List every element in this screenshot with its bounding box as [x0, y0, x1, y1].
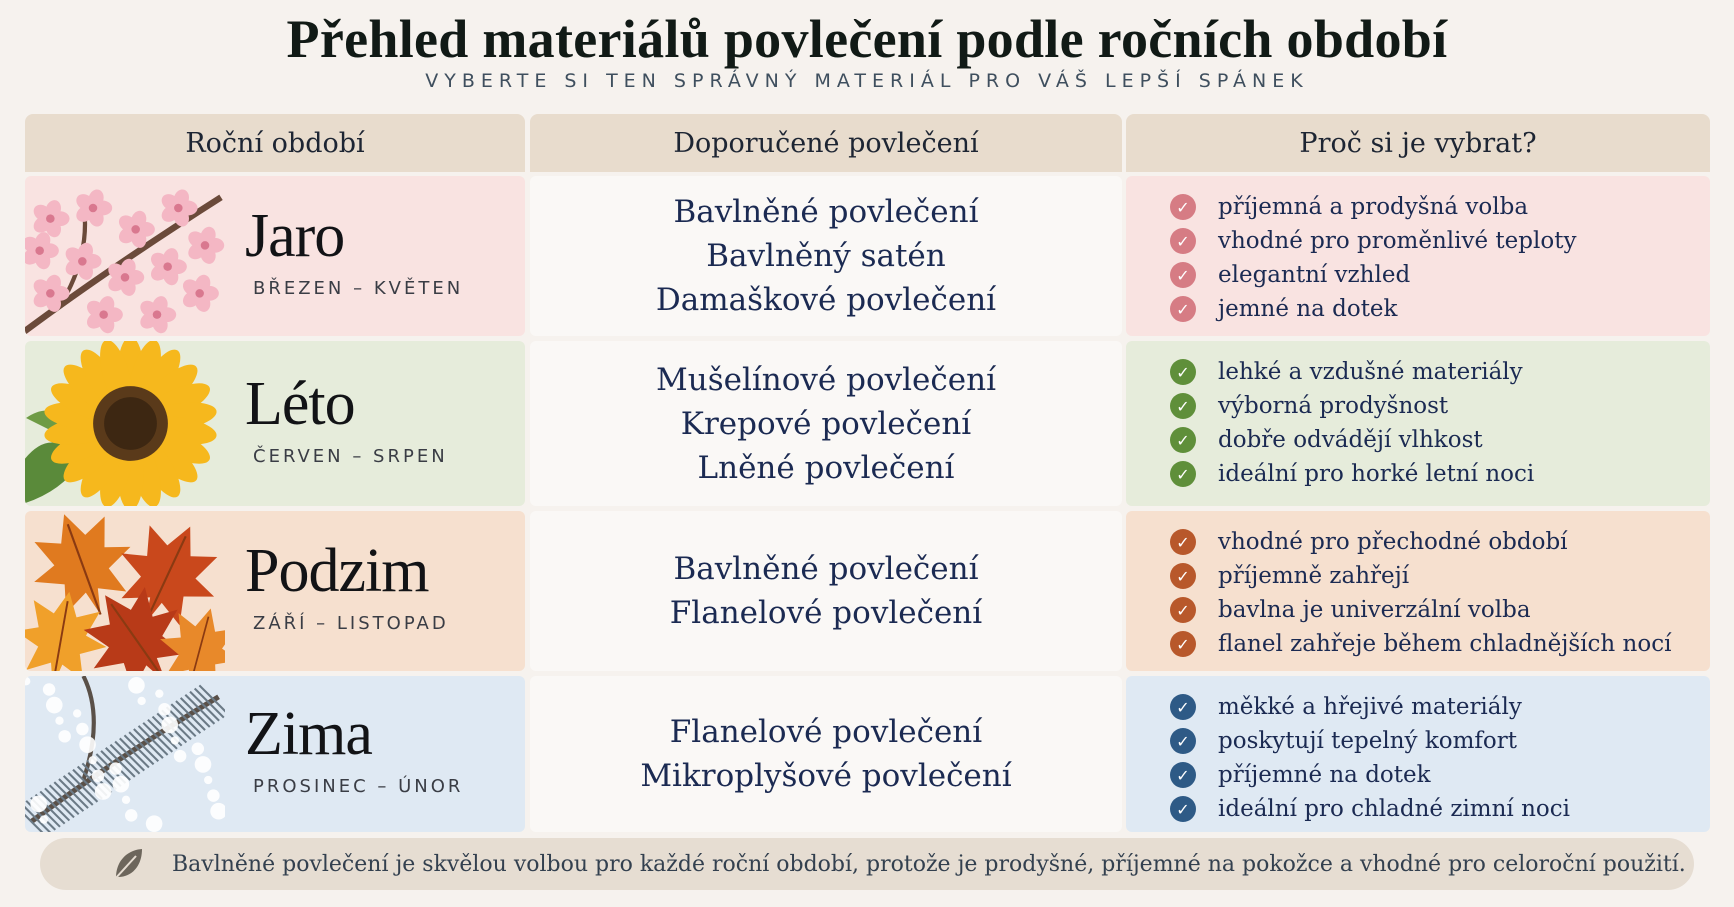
reason-text: příjemná a prodyšná volba	[1218, 194, 1529, 220]
reason-text: jemné na dotek	[1218, 296, 1398, 322]
reason-item: ✓ dobře odvádějí vlhkost	[1170, 423, 1710, 457]
check-icon: ✓	[1170, 461, 1196, 487]
check-icon: ✓	[1170, 359, 1196, 385]
materials-cell-0: Bavlněné povlečení Bavlněný satén Damaškov…	[530, 176, 1122, 336]
reason-text: příjemné na dotek	[1218, 762, 1431, 788]
reason-item: ✓ vhodné pro přechodné období	[1170, 525, 1710, 559]
check-icon: ✓	[1170, 694, 1196, 720]
reason-item: ✓ výborná prodyšnost	[1170, 389, 1710, 423]
season-months: ZÁŘÍ – LISTOPAD	[253, 613, 449, 634]
reason-item: ✓ příjemně zahřejí	[1170, 559, 1710, 593]
reason-text: příjemně zahřejí	[1218, 563, 1410, 589]
materials-cell-3: Flanelové povlečení Mikroplyšové povlečen…	[530, 676, 1122, 832]
material-item: Flanelové povlečení	[669, 714, 983, 750]
reasons-cell-1: ✓ lehké a vzdušné materiály ✓ výborná pro…	[1126, 341, 1710, 506]
material-item: Lněné povlečení	[697, 449, 955, 486]
reason-item: ✓ elegantní vzhled	[1170, 258, 1710, 292]
reason-item: ✓ ideální pro chladné zimní noci	[1170, 792, 1710, 826]
header-materials: Doporučené povlečení	[530, 114, 1122, 172]
materials-cell-1: Mušelínové povlečení Krepové povlečení Lně…	[530, 341, 1122, 506]
cherry-blossom-icon	[25, 189, 225, 336]
reason-text: vhodné pro přechodné období	[1218, 529, 1568, 555]
reason-item: ✓ měkké a hřejivé materiály	[1170, 690, 1710, 724]
check-icon: ✓	[1170, 228, 1196, 254]
season-cell-2: Podzim ZÁŘÍ – LISTOPAD	[25, 511, 525, 671]
material-item: Damaškové povlečení	[655, 282, 997, 318]
material-item: Bavlněné povlečení	[673, 194, 979, 230]
check-icon: ✓	[1170, 427, 1196, 453]
reason-text: elegantní vzhled	[1218, 262, 1411, 288]
check-icon: ✓	[1170, 393, 1196, 419]
reasons-cell-2: ✓ vhodné pro přechodné období ✓ příjemně …	[1126, 511, 1710, 671]
reason-text: měkké a hřejivé materiály	[1218, 694, 1522, 720]
material-item: Bavlněné povlečení	[673, 551, 979, 587]
season-months: BŘEZEN – KVĚTEN	[253, 278, 464, 299]
sunflower-icon	[25, 341, 217, 506]
autumn-leaves-icon	[25, 514, 225, 671]
check-icon: ✓	[1170, 597, 1196, 623]
reason-text: výborná prodyšnost	[1218, 393, 1449, 419]
reasons-cell-0: ✓ příjemná a prodyšná volba ✓ vhodné pro …	[1126, 176, 1710, 336]
material-item: Krepové povlečení	[680, 405, 972, 442]
leaf-icon	[113, 849, 142, 881]
reason-text: vhodné pro proměnlivé teploty	[1218, 228, 1577, 254]
materials-cell-2: Bavlněné povlečení Flanelové povlečení	[530, 511, 1122, 671]
reason-text: lehké a vzdušné materiály	[1218, 359, 1523, 385]
material-item: Bavlněný satén	[706, 238, 946, 274]
reason-text: ideální pro chladné zimní noci	[1218, 796, 1570, 822]
header-why: Proč si je vybrat?	[1126, 114, 1710, 172]
season-cell-1: Léto ČERVEN – SRPEN	[25, 341, 525, 506]
reason-item: ✓ poskytují tepelný komfort	[1170, 724, 1710, 758]
page-title: Přehled materiálů povlečení podle ročníc…	[286, 9, 1448, 69]
reason-item: ✓ bavlna je univerzální volba	[1170, 593, 1710, 627]
season-name: Léto	[245, 369, 356, 438]
season-name: Podzim	[245, 537, 429, 605]
reason-text: flanel zahřeje během chladnějších nocí	[1218, 631, 1672, 657]
season-cell-3: Zima PROSINEC – ÚNOR	[25, 676, 525, 832]
header-season: Roční období	[25, 114, 525, 172]
check-icon: ✓	[1170, 631, 1196, 657]
reason-text: poskytují tepelný komfort	[1218, 728, 1518, 754]
check-icon: ✓	[1170, 194, 1196, 220]
season-name: Jaro	[245, 202, 345, 270]
check-icon: ✓	[1170, 563, 1196, 589]
check-icon: ✓	[1170, 296, 1196, 322]
reason-item: ✓ ideální pro horké letní noci	[1170, 457, 1710, 491]
reason-item: ✓ příjemná a prodyšná volba	[1170, 190, 1710, 224]
material-item: Mušelínové povlečení	[655, 361, 996, 398]
reason-text: ideální pro horké letní noci	[1218, 461, 1535, 487]
season-name: Zima	[245, 700, 373, 768]
reasons-cell-3: ✓ měkké a hřejivé materiály ✓ poskytují t…	[1126, 676, 1710, 832]
reason-text: dobře odvádějí vlhkost	[1218, 427, 1483, 453]
check-icon: ✓	[1170, 262, 1196, 288]
material-item: Flanelové povlečení	[669, 595, 983, 631]
check-icon: ✓	[1170, 796, 1196, 822]
season-cell-0: Jaro BŘEZEN – KVĚTEN	[25, 176, 525, 336]
season-months: ČERVEN – SRPEN	[253, 445, 448, 467]
reason-item: ✓ příjemné na dotek	[1170, 758, 1710, 792]
check-icon: ✓	[1170, 762, 1196, 788]
reason-item: ✓ jemné na dotek	[1170, 292, 1710, 326]
page-subtitle: VYBERTE SI TEN SPRÁVNÝ MATERIÁL PRO VÁŠ …	[425, 70, 1309, 92]
reason-item: ✓ flanel zahřeje během chladnějších nocí	[1170, 627, 1710, 661]
reason-item: ✓ lehké a vzdušné materiály	[1170, 355, 1710, 389]
material-item: Mikroplyšové povlečení	[640, 758, 1012, 794]
footer-note: Bavlněné povlečení je skvělou volbou pro…	[40, 838, 1694, 890]
reason-item: ✓ vhodné pro proměnlivé teploty	[1170, 224, 1710, 258]
footer-text: Bavlněné povlečení je skvělou volbou pro…	[172, 851, 1686, 877]
reason-text: bavlna je univerzální volba	[1218, 597, 1531, 623]
check-icon: ✓	[1170, 728, 1196, 754]
season-months: PROSINEC – ÚNOR	[253, 776, 464, 797]
check-icon: ✓	[1170, 529, 1196, 555]
snowy-branch-icon	[25, 676, 225, 832]
